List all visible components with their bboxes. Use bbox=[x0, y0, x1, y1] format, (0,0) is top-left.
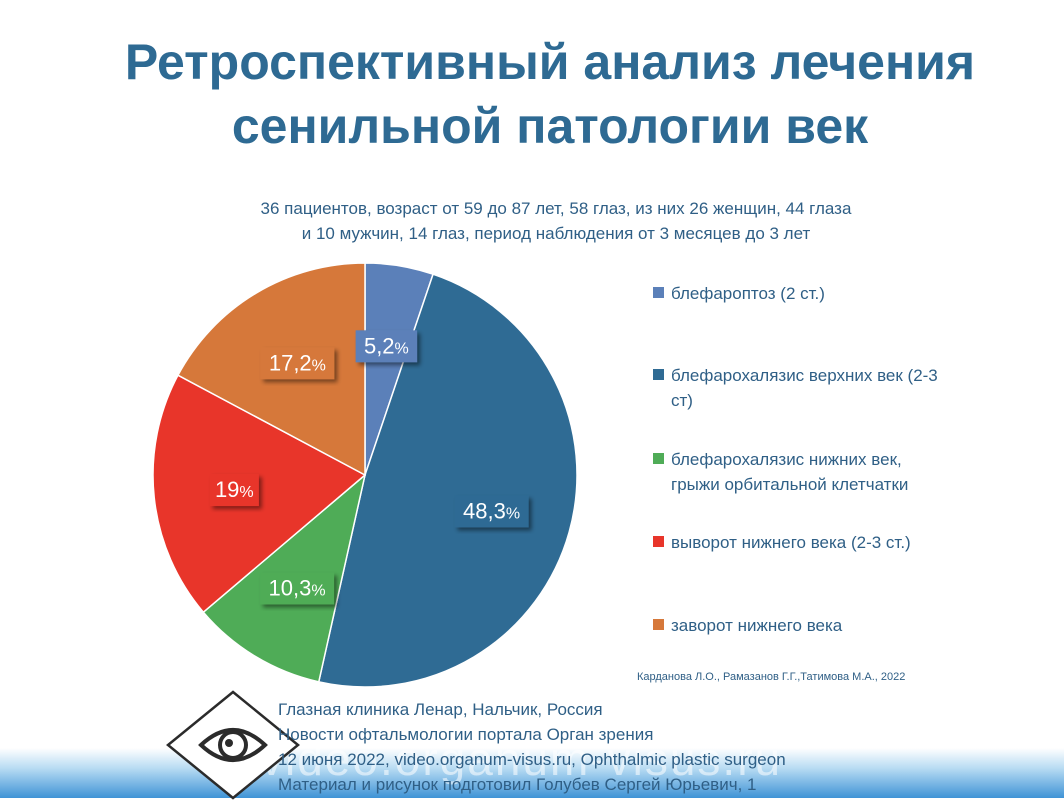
legend-label-2: блефарохалязис нижних век, грыжи орбитал… bbox=[671, 450, 909, 494]
title-line-1: Ретроспективный анализ лечения bbox=[124, 34, 976, 90]
svg-text:10,3%: 10,3% bbox=[268, 576, 325, 601]
legend-swatch-4 bbox=[653, 619, 664, 630]
pie-data-label-2: 10,3% bbox=[260, 572, 335, 605]
svg-text:17,2%: 17,2% bbox=[269, 350, 326, 375]
legend-swatch-2 bbox=[653, 453, 664, 464]
chart-subtitle: 36 пациентов, возраст от 59 до 87 лет, 5… bbox=[100, 196, 1012, 246]
pie-data-label-1: 48,3% bbox=[454, 495, 529, 528]
pie-data-label-3: 19% bbox=[209, 474, 259, 507]
pie-data-labels: 5,2% 48,3% 10,3% 19% 17,2% bbox=[209, 330, 529, 605]
legend-label-0: блефароптоз (2 ст.) bbox=[671, 284, 825, 303]
legend-swatch-1 bbox=[653, 369, 664, 380]
footer-line-2: Новости офтальмологии портала Орган зрен… bbox=[278, 725, 654, 744]
title-line-2: сенильной патологии век bbox=[231, 98, 869, 154]
subtitle-line-1: 36 пациентов, возраст от 59 до 87 лет, 5… bbox=[260, 199, 852, 218]
svg-text:19%: 19% bbox=[215, 477, 254, 502]
legend-label-3: выворот нижнего века (2-3 ст.) bbox=[671, 533, 911, 552]
legend-swatch-3 bbox=[653, 536, 664, 547]
pie-slice-1 bbox=[317, 273, 578, 688]
footer-line-4: Материал и рисунок подготовил Голубев Се… bbox=[278, 775, 757, 794]
watermark-text: video.organum-visus.ru bbox=[260, 733, 783, 785]
legend-swatch-0 bbox=[653, 287, 664, 298]
pie-data-label-0: 5,2% bbox=[355, 330, 418, 363]
eye-logo-icon bbox=[166, 690, 300, 800]
svg-text:48,3%: 48,3% bbox=[463, 498, 520, 523]
legend-label-1: блефарохалязис верхних век (2-3 ст) bbox=[671, 366, 938, 410]
footer-line-1: Глазная клиника Ленар, Нальчик, Россия bbox=[278, 700, 603, 719]
slide-title: Ретроспективный анализ лечения сенильной… bbox=[0, 30, 1064, 158]
pie-slices bbox=[152, 262, 578, 688]
clinic-footer: Глазная клиника Ленар, Нальчик, Россия Н… bbox=[278, 697, 786, 797]
legend-label-4: заворот нижнего века bbox=[671, 616, 843, 635]
subtitle-line-2: и 10 мужчин, 14 глаз, период наблюдения … bbox=[301, 224, 811, 243]
footer-gradient-band bbox=[0, 748, 1064, 798]
pie-slice-3 bbox=[152, 374, 367, 614]
footer-line-3: 12 июня 2022, video.organum-visus.ru, Op… bbox=[278, 750, 786, 769]
svg-text:5,2%: 5,2% bbox=[364, 333, 409, 358]
pie-data-label-4: 17,2% bbox=[260, 347, 335, 380]
authors-credit: Карданова Л.О., Рамазанов Г.Г.,Татимова … bbox=[637, 671, 906, 683]
